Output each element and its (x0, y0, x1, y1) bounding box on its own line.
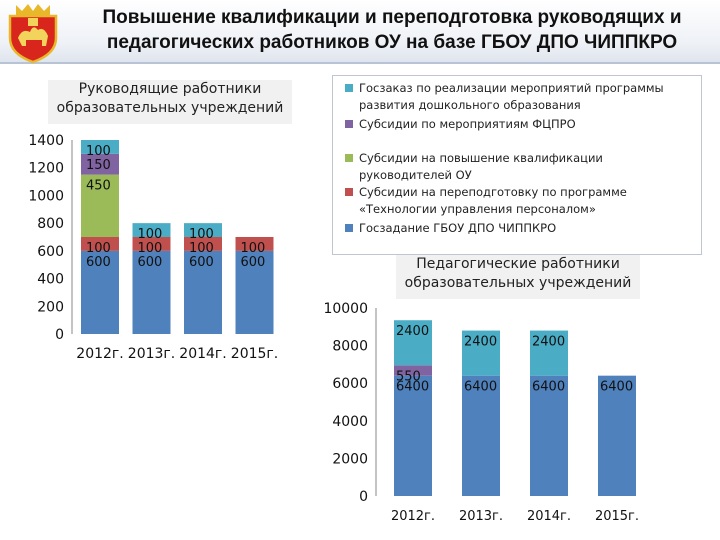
legend-swatch (345, 154, 353, 162)
bar-segment (184, 237, 222, 251)
data-label: 100 (86, 241, 111, 256)
data-label: 6400 (396, 380, 429, 395)
legend-swatch (345, 224, 353, 232)
y-tick-label: 1400 (28, 133, 64, 149)
y-tick-label: 4000 (332, 414, 368, 430)
bar-segment (81, 174, 119, 237)
legend-swatch (345, 84, 353, 92)
data-label: 100 (241, 241, 266, 256)
y-tick-label: 200 (37, 299, 64, 315)
y-tick-label: 1000 (28, 188, 64, 204)
y-tick-label: 10000 (323, 301, 368, 317)
y-tick-label: 1200 (28, 161, 64, 177)
data-label: 2400 (396, 324, 429, 339)
bar-segment (530, 330, 568, 376)
legend-item-fcpro: Субсидии по мероприятиям ФЦПРО (345, 116, 687, 133)
bar-segment (184, 250, 222, 334)
title-line-1: Повышение квалификации и переподготовка … (102, 7, 682, 28)
legend-label: Субсидии по мероприятиям ФЦПРО (359, 117, 576, 131)
y-tick-label: 400 (37, 272, 64, 288)
bar-segment (394, 375, 432, 496)
chart-teachers: 0200040006000800010000640055024002012г.6… (323, 301, 639, 524)
data-label: 600 (189, 255, 214, 270)
coat-of-arms-icon (8, 4, 58, 64)
x-category-label: 2012г. (76, 346, 123, 362)
bar-segment (132, 250, 171, 334)
bar-segment (81, 153, 119, 175)
slide-title: Повышение квалификации и переподготовка … (68, 5, 716, 55)
data-label: 2400 (464, 335, 497, 350)
data-label: 100 (189, 227, 214, 242)
bar-segment (235, 237, 274, 251)
title-line-2: педагогических работников ОУ на базе ГБО… (106, 32, 678, 53)
legend-item-goszadanie: Госзадание ГБОУ ДПО ЧИППКРО (345, 220, 687, 237)
y-tick-label: 8000 (332, 339, 368, 355)
bar-segment (598, 375, 636, 496)
bar-segment (81, 237, 119, 251)
data-label: 150 (86, 158, 111, 173)
data-label: 6400 (464, 380, 497, 395)
y-tick-label: 6000 (332, 376, 368, 392)
legend-label: Госзадание ГБОУ ДПО ЧИППКРО (359, 221, 557, 235)
x-category-label: 2012г. (391, 509, 435, 524)
data-label: 100 (189, 241, 214, 256)
data-label: 600 (241, 255, 266, 270)
legend-label: Госзаказ по реализации мероприятий прогр… (359, 81, 664, 112)
y-tick-label: 800 (37, 216, 64, 232)
data-label: 100 (138, 227, 163, 242)
data-label: 600 (138, 255, 163, 270)
chart1-title: Руководящие работники образовательных уч… (48, 80, 292, 124)
data-label: 2400 (532, 335, 565, 350)
bar-segment (132, 237, 171, 251)
legend-label: Субсидии на переподготовку по программе … (359, 185, 627, 216)
legend-swatch (345, 188, 353, 196)
x-category-label: 2014г. (179, 346, 226, 362)
bar-segment (184, 223, 222, 237)
bar-segment (81, 250, 119, 334)
bar-segment (462, 330, 500, 376)
data-label: 550 (396, 369, 421, 384)
bar-segment (81, 140, 119, 154)
x-category-label: 2013г. (459, 509, 503, 524)
legend-item-kvalif: Субсидии на повышение квалификации руков… (345, 150, 687, 184)
legend-label: Субсидии на повышение квалификации руков… (359, 151, 603, 182)
legend-item-goszakaz: Госзаказ по реализации мероприятий прогр… (345, 80, 687, 114)
bar-segment (462, 375, 500, 496)
bar-segment (132, 223, 171, 237)
bar-segment (235, 250, 274, 334)
y-tick-label: 2000 (332, 451, 368, 467)
x-category-label: 2015г. (595, 509, 639, 524)
chart-legend: Госзаказ по реализации мероприятий прогр… (332, 75, 702, 255)
slide-header (0, 0, 720, 62)
bar-segment (530, 375, 568, 496)
x-category-label: 2015г. (231, 346, 278, 362)
data-label: 6400 (532, 380, 565, 395)
y-tick-label: 0 (359, 489, 368, 505)
bar-segment (394, 320, 432, 366)
y-tick-label: 600 (37, 244, 64, 260)
legend-swatch (345, 120, 353, 128)
data-label: 450 (86, 179, 111, 194)
data-label: 600 (86, 255, 111, 270)
y-tick-label: 0 (55, 327, 64, 343)
chart2-title: Педагогические работники образовательных… (396, 255, 640, 299)
header-divider (0, 62, 720, 64)
x-category-label: 2014г. (527, 509, 571, 524)
data-label: 100 (138, 241, 163, 256)
chart-managers: 0200400600800100012001400600100450150100… (28, 133, 278, 362)
bar-segment (394, 365, 432, 376)
data-label: 100 (86, 144, 111, 159)
x-category-label: 2013г. (128, 346, 175, 362)
data-label: 6400 (600, 380, 633, 395)
legend-item-perepodg: Субсидии на переподготовку по программе … (345, 184, 687, 218)
